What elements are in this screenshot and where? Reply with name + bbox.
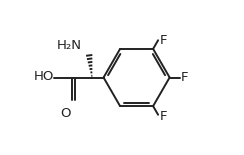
Text: F: F xyxy=(160,34,167,47)
Text: F: F xyxy=(181,71,189,84)
Text: H₂N: H₂N xyxy=(56,39,81,52)
Text: HO: HO xyxy=(33,70,54,83)
Text: F: F xyxy=(160,110,167,123)
Text: O: O xyxy=(60,107,71,120)
